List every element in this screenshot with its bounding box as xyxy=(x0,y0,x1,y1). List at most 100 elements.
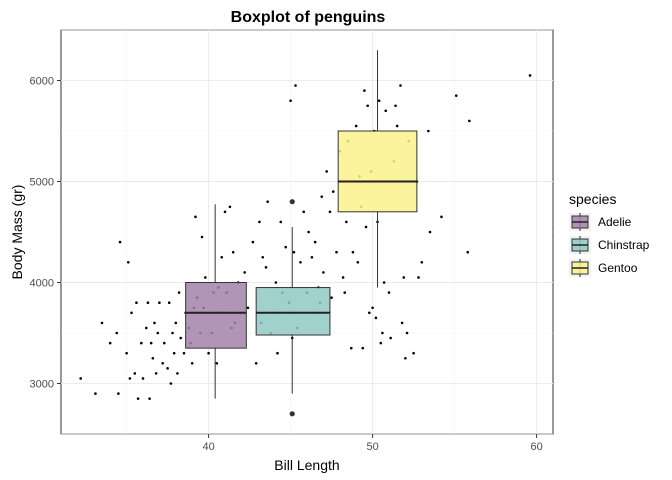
data-point xyxy=(454,94,458,97)
data-point xyxy=(140,341,143,345)
data-point xyxy=(243,271,246,274)
data-point xyxy=(417,276,420,279)
outlier-point xyxy=(289,411,295,417)
data-point xyxy=(251,240,255,244)
data-point xyxy=(331,190,335,193)
data-point xyxy=(167,301,171,305)
data-point xyxy=(427,129,430,133)
data-point xyxy=(363,89,366,92)
data-point xyxy=(325,170,328,173)
data-point xyxy=(118,240,122,244)
legend-item-gentoo: Gentoo xyxy=(569,259,638,277)
data-point xyxy=(368,311,371,315)
data-point xyxy=(335,250,338,254)
data-point xyxy=(174,321,178,325)
data-point xyxy=(228,205,232,209)
data-point xyxy=(194,215,197,219)
data-point xyxy=(377,99,381,102)
data-point xyxy=(343,291,347,294)
data-point xyxy=(163,341,166,345)
data-point xyxy=(366,104,369,108)
x-axis-title: Bill Length xyxy=(274,457,339,473)
y-tick-label: 4000 xyxy=(30,278,54,290)
data-point xyxy=(154,372,158,375)
data-point xyxy=(412,351,415,355)
data-point xyxy=(115,331,119,335)
data-point xyxy=(405,331,409,335)
data-point xyxy=(371,306,374,310)
data-point xyxy=(135,301,138,305)
data-point xyxy=(302,210,306,214)
data-point xyxy=(428,230,432,234)
data-point xyxy=(345,220,348,224)
data-point xyxy=(420,261,424,264)
data-point xyxy=(400,321,404,325)
data-point xyxy=(299,261,302,264)
data-point xyxy=(176,372,179,375)
legend-label: Gentoo xyxy=(598,261,638,275)
data-point xyxy=(320,195,324,198)
data-point xyxy=(100,321,104,325)
data-point xyxy=(330,296,333,299)
data-point xyxy=(394,104,397,108)
data-point xyxy=(151,356,155,360)
data-point xyxy=(171,331,174,335)
data-point xyxy=(207,351,210,355)
data-point xyxy=(387,291,391,294)
x-tick-label: 40 xyxy=(202,441,214,453)
chart-title: Boxplot of penguins xyxy=(231,9,386,26)
data-point xyxy=(389,336,392,340)
data-point xyxy=(94,392,97,395)
data-point xyxy=(310,255,314,259)
data-point xyxy=(379,341,383,345)
legend-label: Chinstrap xyxy=(598,238,650,252)
data-point xyxy=(158,301,161,305)
data-point xyxy=(108,341,112,345)
data-point xyxy=(341,276,345,279)
data-point xyxy=(468,119,471,123)
box-chinstrap xyxy=(255,199,331,417)
y-tick-label: 5000 xyxy=(30,177,54,189)
legend-item-chinstrap: Chinstrap xyxy=(569,236,650,254)
data-point xyxy=(130,311,133,315)
data-point xyxy=(354,124,358,128)
data-point xyxy=(384,109,388,113)
y-axis-ticks: 3000 4000 5000 6000 xyxy=(30,76,61,391)
data-point xyxy=(215,362,219,365)
box-adelie xyxy=(185,204,247,399)
data-point xyxy=(117,392,120,395)
data-point xyxy=(322,271,325,274)
box-body xyxy=(185,282,247,349)
data-point xyxy=(254,362,258,365)
data-point xyxy=(144,326,148,330)
data-point xyxy=(190,362,194,365)
data-point xyxy=(313,240,317,244)
boxes xyxy=(185,50,418,417)
legend-title: species xyxy=(569,191,616,207)
data-point xyxy=(261,255,265,259)
data-point xyxy=(349,346,353,350)
data-point xyxy=(399,84,402,87)
data-point xyxy=(79,377,82,380)
data-point xyxy=(179,336,183,340)
data-point xyxy=(200,235,204,239)
box-body xyxy=(337,130,418,213)
data-point xyxy=(279,220,283,224)
data-point xyxy=(172,351,176,355)
data-point xyxy=(166,367,169,370)
y-tick-label: 3000 xyxy=(30,379,54,391)
data-point xyxy=(177,291,181,294)
x-axis-ticks: 40 50 60 xyxy=(202,434,543,453)
data-point xyxy=(381,331,384,335)
data-point xyxy=(156,331,160,335)
legend: Adelie Chinstrap Gentoo xyxy=(569,213,650,277)
outlier-point xyxy=(289,199,295,205)
data-point xyxy=(161,362,164,365)
data-point xyxy=(149,341,153,345)
data-point xyxy=(220,255,224,259)
data-point xyxy=(182,351,186,355)
data-point xyxy=(146,301,150,305)
data-point xyxy=(204,276,207,279)
data-point xyxy=(294,84,297,87)
data-point xyxy=(395,124,399,128)
